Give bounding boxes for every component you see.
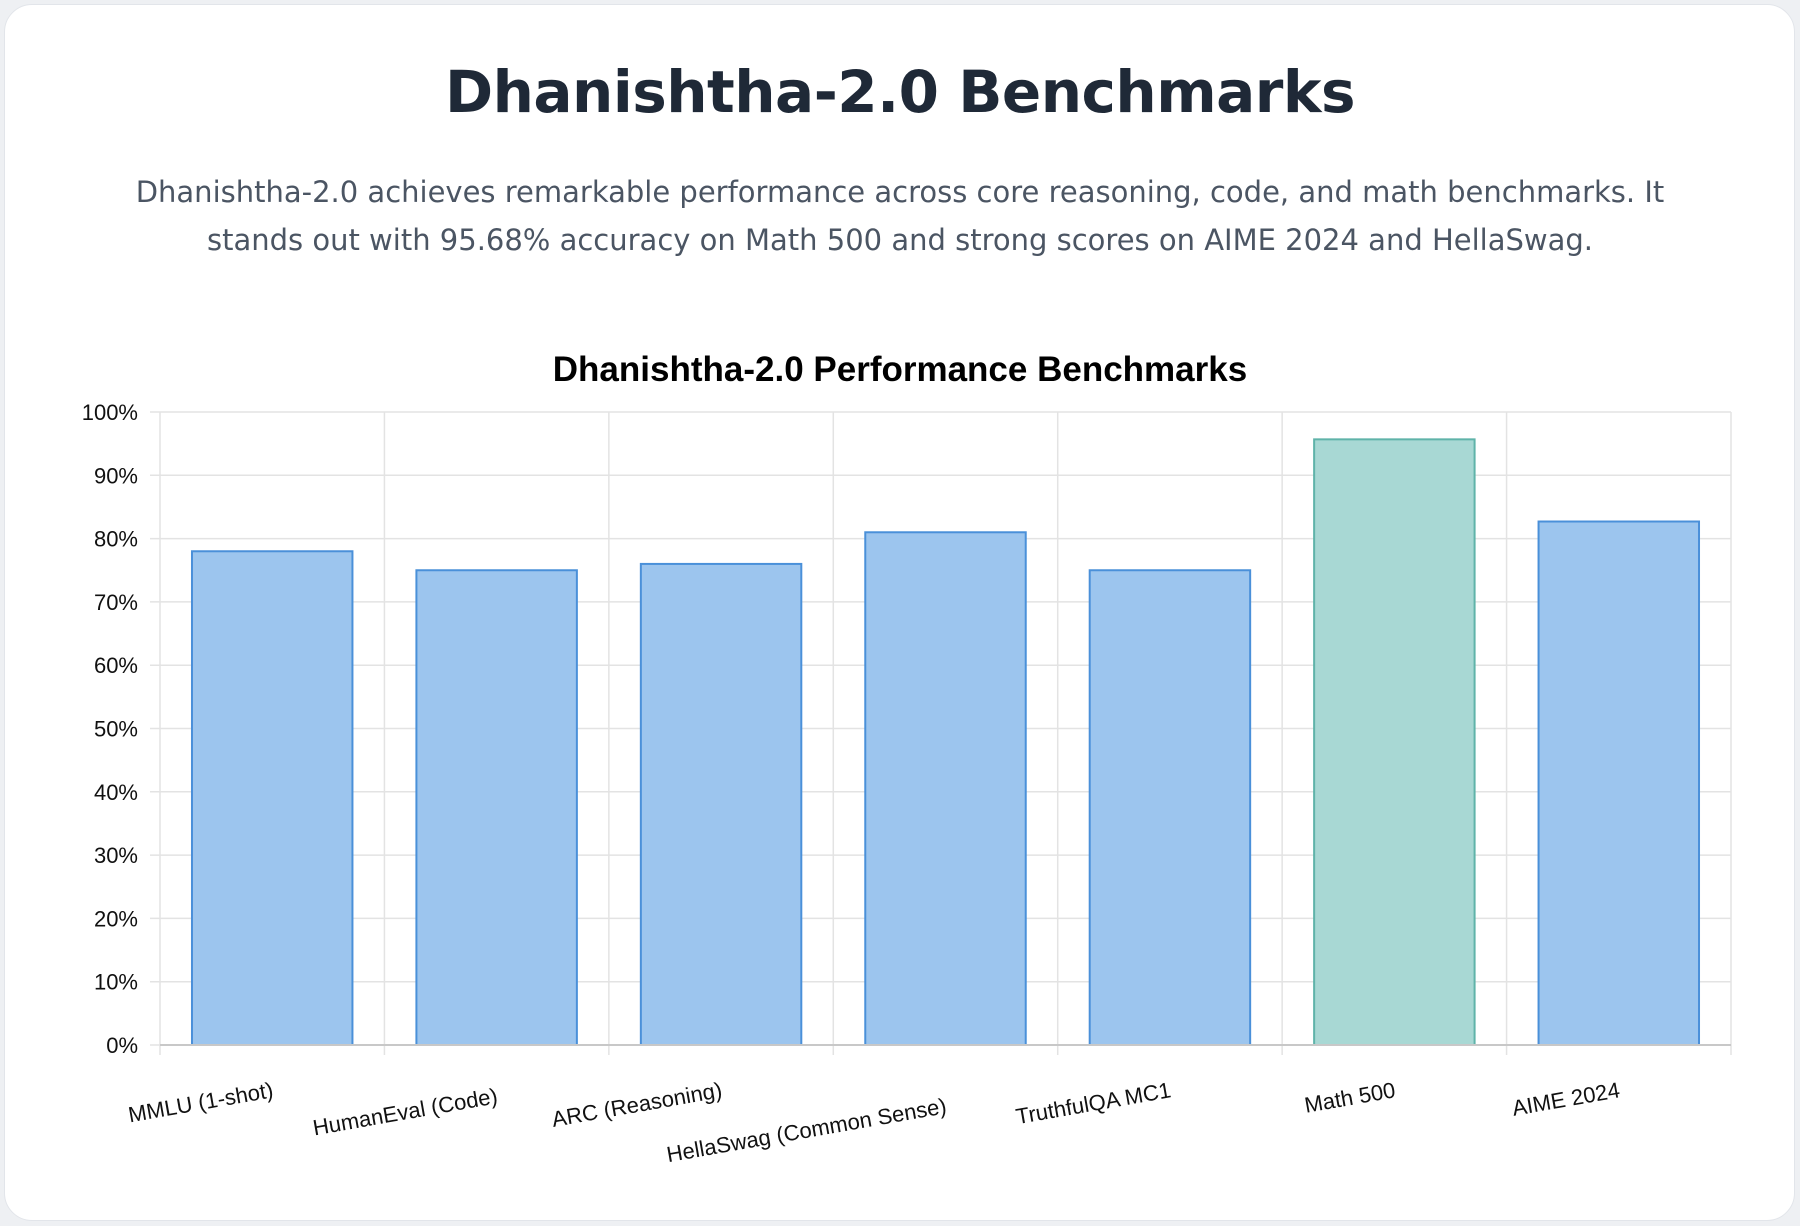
x-tick-label: AIME 2024 xyxy=(1510,1077,1622,1121)
y-tick-label: 70% xyxy=(94,590,138,615)
bar-hellaswag-common-sense[interactable] xyxy=(864,531,1027,1046)
x-tick-label: ARC (Reasoning) xyxy=(550,1077,724,1132)
y-tick-label: 0% xyxy=(106,1033,138,1058)
chart-title: Dhanishtha-2.0 Performance Benchmarks xyxy=(553,350,1247,389)
page-subtitle: Dhanishtha-2.0 achieves remarkable perfo… xyxy=(135,175,1665,257)
y-tick-label: 90% xyxy=(94,463,138,488)
bar-arc-reasoning[interactable] xyxy=(639,562,803,1046)
x-axis-ticks: MMLU (1-shot) HumanEval (Code) ARC (Reason… xyxy=(126,1077,1621,1167)
bar-truthfulqa-mc1[interactable] xyxy=(1088,569,1252,1046)
x-tick-label: Math 500 xyxy=(1303,1077,1398,1118)
y-tick-label: 60% xyxy=(94,653,138,678)
bar-mmlu-1-shot[interactable] xyxy=(190,550,354,1046)
y-axis-ticks: 0% 10% 20% 30% 40% 50% 60% 70% 80% 90% 100% xyxy=(82,400,138,1058)
bars xyxy=(190,438,1701,1047)
page-title: Dhanishtha-2.0 Benchmarks xyxy=(444,58,1356,126)
x-tick-label: HumanEval (Code) xyxy=(311,1083,500,1140)
y-tick-label: 50% xyxy=(94,717,138,742)
bar-humaneval-code[interactable] xyxy=(415,569,578,1046)
y-tick-label: 40% xyxy=(94,780,138,805)
y-tick-label: 80% xyxy=(94,527,138,552)
bar-aime-2024[interactable] xyxy=(1537,520,1701,1046)
x-tick-label: MMLU (1-shot) xyxy=(126,1077,275,1127)
y-tick-label: 20% xyxy=(94,906,138,931)
y-tick-label: 10% xyxy=(94,970,138,995)
y-tick-label: 30% xyxy=(94,843,138,868)
y-tick-label: 100% xyxy=(82,400,138,425)
x-tick-label: TruthfulQA MC1 xyxy=(1014,1077,1173,1129)
bar-math-500[interactable] xyxy=(1313,438,1476,1047)
